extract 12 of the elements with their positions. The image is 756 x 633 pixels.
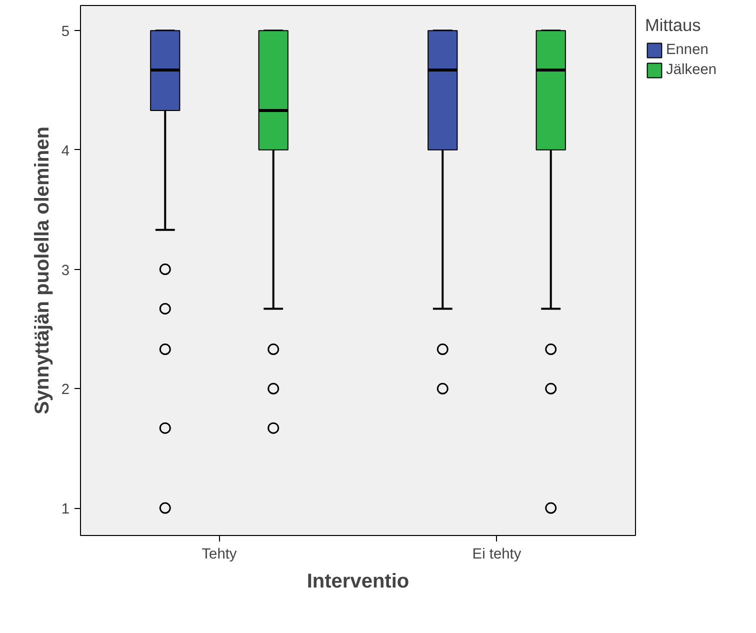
legend-label: Jälkeen	[666, 62, 717, 78]
y-tick-label: 3	[61, 262, 70, 279]
y-tick-label: 1	[61, 502, 70, 518]
x-tick-label: Tehty	[202, 546, 238, 562]
y-axis-title: Synnyttäjän puolella oleminen	[31, 126, 54, 414]
y-tick-label: 2	[61, 382, 70, 398]
legend-title: Mittaus	[645, 15, 702, 36]
y-tick-label: 4	[61, 143, 70, 160]
legend-label: Ennen	[666, 42, 708, 58]
x-axis-title: Interventio	[306, 570, 410, 592]
y-tick-label: 5	[61, 24, 70, 40]
x-tick-label: Ei tehty	[472, 546, 522, 562]
